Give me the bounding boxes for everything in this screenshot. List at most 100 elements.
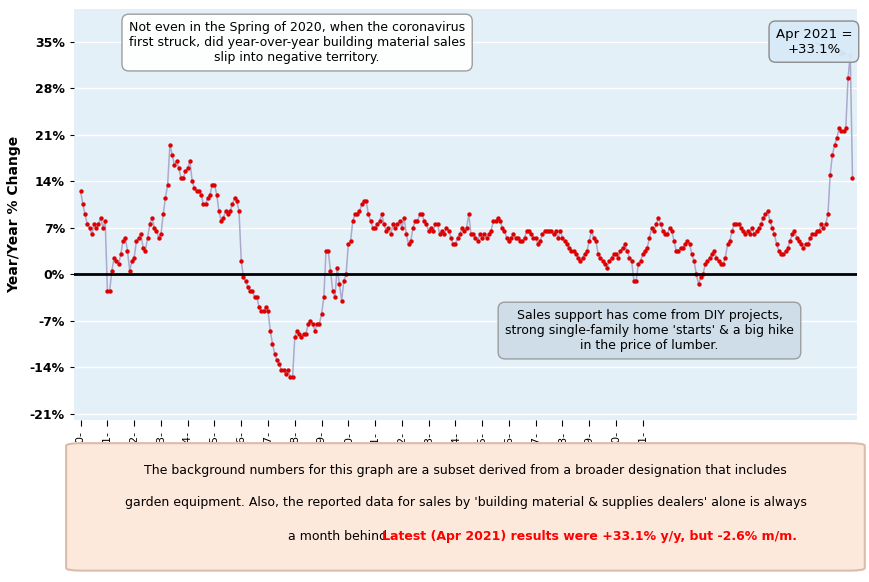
Point (675, 243, 689, 252)
Point (838, 123, 852, 133)
Point (395, 223, 408, 232)
Point (308, 326, 322, 335)
Point (693, 273, 707, 282)
Point (78, 210, 92, 219)
Point (181, 164, 195, 173)
Point (355, 200, 368, 209)
Point (724, 226, 738, 236)
Point (252, 303, 266, 312)
Point (780, 243, 794, 252)
Point (740, 226, 753, 236)
Point (254, 306, 268, 315)
Point (793, 240, 807, 249)
Point (325, 286, 339, 296)
Point (356, 197, 370, 206)
Point (454, 223, 468, 232)
Point (580, 246, 594, 255)
Point (376, 220, 390, 229)
Point (328, 293, 342, 302)
Point (448, 240, 461, 249)
Point (791, 236, 805, 246)
Point (809, 226, 823, 236)
Point (648, 220, 662, 229)
Point (361, 210, 375, 219)
Point (332, 279, 346, 289)
Point (145, 213, 159, 222)
Point (481, 230, 495, 239)
Point (151, 233, 165, 242)
Point (541, 226, 555, 236)
Point (315, 309, 328, 318)
Point (682, 240, 696, 249)
Point (335, 296, 348, 306)
Point (628, 276, 642, 285)
Point (194, 190, 208, 199)
Point (261, 306, 275, 315)
Point (381, 223, 395, 232)
Point (228, 193, 242, 203)
Point (637, 246, 651, 255)
Point (372, 217, 386, 226)
Point (426, 226, 440, 236)
Point (443, 233, 457, 242)
Point (660, 230, 673, 239)
Point (840, 74, 854, 83)
Point (635, 250, 649, 259)
Point (243, 286, 257, 296)
Point (109, 256, 123, 265)
Y-axis label: Year/Year % Change: Year/Year % Change (8, 136, 22, 293)
Point (90, 223, 103, 232)
Point (96, 223, 109, 232)
Point (149, 226, 163, 236)
Point (225, 200, 239, 209)
Point (470, 236, 484, 246)
Text: Sales support has come from DIY projects,
strong single-family home 'starts' & a: Sales support has come from DIY projects… (504, 309, 793, 352)
Point (755, 213, 769, 222)
Point (386, 220, 400, 229)
Point (466, 230, 480, 239)
Point (673, 243, 687, 252)
Point (100, 286, 114, 296)
Point (786, 226, 800, 236)
Point (301, 320, 315, 329)
Point (514, 236, 528, 246)
Text: Latest (Apr 2021) results were +33.1% y/y, but -2.6% m/m.: Latest (Apr 2021) results were +33.1% y/… (381, 530, 796, 543)
Point (375, 210, 388, 219)
Point (209, 190, 223, 199)
Point (753, 220, 767, 229)
Point (773, 250, 787, 259)
FancyBboxPatch shape (66, 443, 864, 570)
Point (167, 160, 181, 169)
Point (577, 250, 591, 259)
Point (671, 246, 685, 255)
Point (706, 246, 720, 255)
Point (408, 217, 421, 226)
Point (463, 230, 477, 239)
Point (544, 226, 558, 236)
Point (98, 217, 112, 226)
Point (415, 210, 428, 219)
Point (820, 210, 834, 219)
Point (125, 256, 139, 265)
Point (292, 329, 306, 339)
Point (642, 233, 656, 242)
Point (123, 266, 136, 275)
Point (533, 236, 547, 246)
Point (218, 207, 232, 216)
Point (702, 253, 716, 262)
Point (504, 233, 518, 242)
Point (303, 316, 317, 325)
Point (178, 166, 192, 176)
Point (105, 266, 119, 275)
Point (588, 236, 602, 246)
Point (568, 250, 582, 259)
Point (510, 233, 524, 242)
Point (611, 253, 625, 262)
Point (165, 150, 179, 159)
Point (212, 207, 226, 216)
Point (80, 220, 94, 229)
Point (363, 217, 377, 226)
Point (309, 320, 323, 329)
Point (439, 223, 453, 232)
Point (296, 329, 310, 339)
